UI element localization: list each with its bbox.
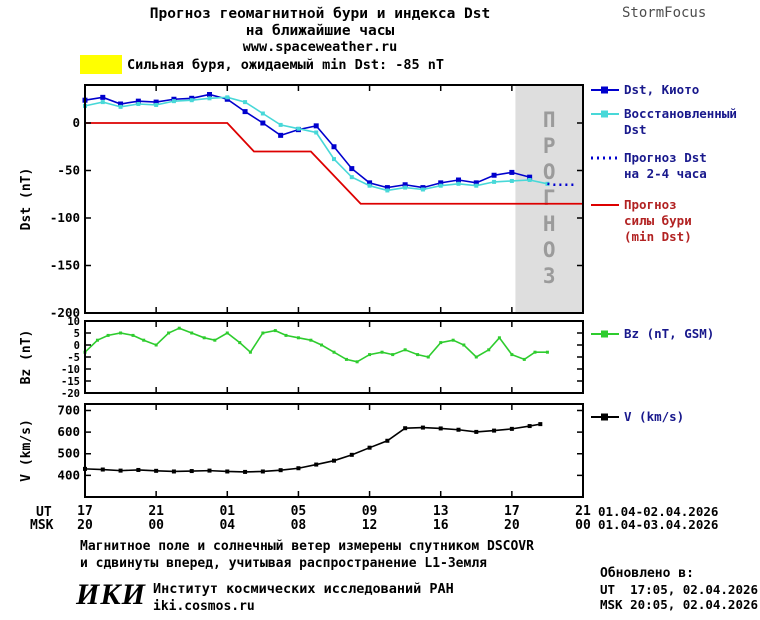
y-tick-label: 0 xyxy=(72,115,80,130)
legend-dst-restored: Восстановленный Dst xyxy=(591,106,737,138)
msk-hour-label: 20 xyxy=(504,518,520,533)
dst-kyoto-marker-icon xyxy=(591,86,619,94)
msk-hour-label: 16 xyxy=(433,518,449,533)
ut-row-label: UT xyxy=(36,505,52,520)
forecast-region xyxy=(515,86,582,312)
dst-forecast-marker-icon xyxy=(591,156,619,160)
storm-alert-text: Сильная буря, ожидаемый min Dst: -85 nT xyxy=(127,57,444,73)
legend-label-storm-forecast: Прогноз силы бури (min Dst) xyxy=(624,197,692,244)
legend-label-dst-restored: Восстановленный Dst xyxy=(624,106,737,137)
legend-label-bz: Bz (nT, GSM) xyxy=(624,326,715,341)
series-dst-restored xyxy=(83,95,550,193)
y-tick-label: -200 xyxy=(50,305,80,320)
footnote-line1: Магнитное поле и солнечный ветер измерен… xyxy=(80,539,534,554)
dst-restored-marker-icon xyxy=(591,110,619,118)
y-tick-label: 400 xyxy=(57,467,80,482)
speed-marker-icon xyxy=(591,413,619,421)
updated-msk-time: MSK 20:05, 02.04.2026 xyxy=(600,597,759,612)
y-tick-label: 10 xyxy=(67,316,80,328)
y-axis-title: V (km/s) xyxy=(19,419,34,482)
y-tick-label: -10 xyxy=(61,364,80,376)
legend-storm-forecast: Прогноз силы бури (min Dst) xyxy=(591,197,692,245)
forecast-region-letter: Г xyxy=(543,186,556,210)
ut-hour-label: 09 xyxy=(362,504,378,519)
y-tick-label: -15 xyxy=(61,376,80,388)
ut-hour-label: 01 xyxy=(219,504,235,519)
alert-highlight-swatch xyxy=(80,55,122,74)
y-tick-label: -5 xyxy=(67,352,80,364)
page-title-line2: на ближайшие часы xyxy=(245,23,395,39)
legend-dst-kyoto: Dst, Киото xyxy=(591,82,699,98)
legend-speed: V (km/s) xyxy=(591,409,684,425)
bz-marker-icon xyxy=(591,330,619,338)
institute-name: Институт космических исследований РАН xyxy=(153,581,454,597)
legend-label-dst-forecast: Прогноз Dst на 2-4 часа xyxy=(624,150,707,181)
y-axis-title: Dst (nT) xyxy=(19,168,34,231)
msk-hour-label: 20 xyxy=(77,518,93,533)
ut-date-range: 01.04-02.04.2026 xyxy=(598,504,719,519)
y-tick-label: -150 xyxy=(50,258,80,273)
y-tick-label: -100 xyxy=(50,210,80,225)
y-tick-label: 0 xyxy=(74,340,80,352)
storm-forecast-marker-icon xyxy=(591,204,619,206)
v-plot: 700 600 500 400 V (km/s) xyxy=(19,402,584,498)
brand-label: StormFocus xyxy=(622,5,707,21)
y-tick-label: -50 xyxy=(57,163,80,178)
forecast-region-letter: Н xyxy=(543,212,556,236)
institute-site: iki.cosmos.ru xyxy=(153,599,255,614)
site-url: www.spaceweather.ru xyxy=(242,39,398,55)
ut-hour-label: 13 xyxy=(433,504,449,519)
ut-hour-label: 21 xyxy=(575,504,591,519)
legend-dst-forecast: Прогноз Dst на 2-4 часа xyxy=(591,150,707,182)
y-tick-label: 500 xyxy=(57,446,80,461)
ut-hour-label: 17 xyxy=(504,504,520,519)
forecast-region-letter: З xyxy=(543,264,556,288)
updated-ut-time: UT 17:05, 02.04.2026 xyxy=(600,582,759,597)
forecast-region-letter: О xyxy=(543,160,556,184)
y-tick-label: 600 xyxy=(57,424,80,439)
forecast-region-letter: Р xyxy=(543,134,556,158)
msk-hour-label: 12 xyxy=(362,518,378,533)
series-bz-gsm xyxy=(83,326,549,364)
footnote-line2: и сдвинуты вперед, учитывая распростране… xyxy=(80,556,487,571)
ut-hour-label: 05 xyxy=(291,504,307,519)
iki-logo: ИКИ xyxy=(76,578,147,611)
msk-hour-label: 04 xyxy=(219,518,235,533)
msk-hour-label: 08 xyxy=(291,518,307,533)
forecast-region-letter: О xyxy=(543,238,556,262)
ut-hour-label: 21 xyxy=(148,504,164,519)
ut-hour-label: 17 xyxy=(77,504,93,519)
y-tick-label: 700 xyxy=(57,402,80,417)
updated-title: Обновлено в: xyxy=(600,566,694,581)
y-tick-label: -20 xyxy=(61,388,80,400)
msk-date-range: 01.04-03.04.2026 xyxy=(598,517,719,532)
legend-label-dst-kyoto: Dst, Киото xyxy=(624,82,700,97)
series-storm-forecast xyxy=(85,122,583,205)
y-axis-title: Bz (nT) xyxy=(19,330,34,385)
msk-hour-label: 00 xyxy=(148,518,164,533)
page-title: Прогноз геомагнитной бури и индекса Dst xyxy=(149,6,491,22)
y-tick-label: 5 xyxy=(74,328,80,340)
msk-hour-label: 00 xyxy=(575,518,591,533)
legend-label-speed: V (km/s) xyxy=(624,409,685,424)
forecast-region-letter: П xyxy=(543,108,556,132)
legend-bz: Bz (nT, GSM) xyxy=(591,326,714,342)
msk-row-label: MSK xyxy=(30,518,54,533)
